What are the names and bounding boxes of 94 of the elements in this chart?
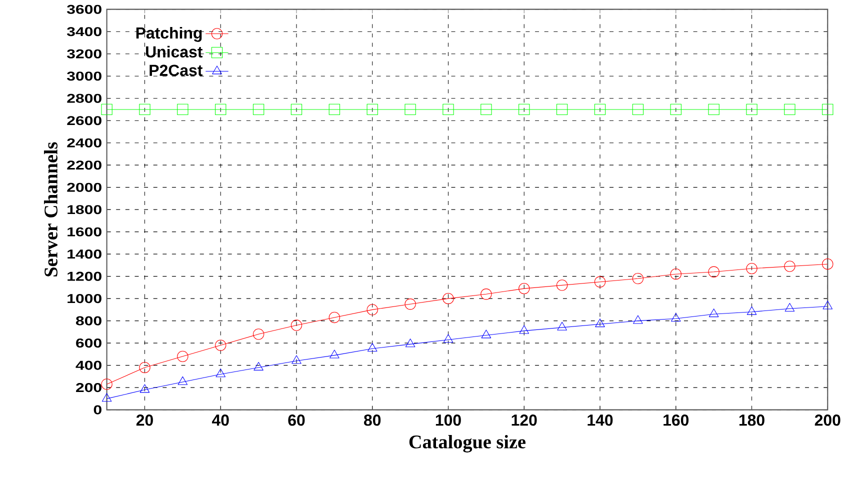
- point: [746, 262, 758, 274]
- point: [671, 312, 681, 322]
- y-tick-label: 2800: [67, 94, 102, 103]
- point: [784, 104, 796, 115]
- point: [290, 320, 302, 331]
- point: [519, 325, 529, 334]
- y-tick-label: 3600: [66, 4, 102, 14]
- point: [670, 104, 682, 115]
- y-tick-label: 3200: [66, 49, 102, 58]
- point: [784, 260, 796, 272]
- y-tick-label: 0: [94, 405, 102, 414]
- x-tick-label: 100: [436, 414, 461, 426]
- y-tick-label: 200: [76, 382, 102, 392]
- y-tick-label: 400: [76, 360, 102, 370]
- y-tick-label: 3000: [66, 71, 102, 80]
- point: [480, 104, 492, 115]
- x-tick-label: 120: [512, 414, 537, 426]
- point: [595, 318, 605, 327]
- point: [140, 384, 150, 393]
- x-tick-label: 20: [136, 414, 153, 426]
- y-tick-label: 2400: [67, 138, 102, 148]
- point: [518, 104, 530, 115]
- point: [177, 104, 188, 115]
- x-tick-label: 200: [814, 414, 840, 426]
- point: [822, 300, 833, 310]
- point: [328, 104, 340, 115]
- y-axis-title: Server Channels: [44, 142, 58, 276]
- point: [557, 322, 567, 330]
- x-tick-label: 180: [739, 414, 764, 426]
- x-tick-label: 140: [588, 414, 613, 426]
- point: [178, 376, 188, 385]
- point: [215, 104, 226, 115]
- point: [556, 104, 568, 115]
- y-tick-label: 600: [76, 338, 102, 348]
- y-tick-label: 3400: [66, 26, 102, 36]
- point: [254, 362, 264, 370]
- point: [330, 350, 340, 358]
- point: [328, 312, 340, 323]
- point: [101, 104, 112, 115]
- point: [443, 334, 454, 343]
- point: [822, 258, 834, 270]
- y-tick-label: 1800: [68, 204, 102, 214]
- point: [177, 350, 188, 362]
- legend-label: P2Cast: [150, 64, 203, 76]
- point: [366, 104, 378, 115]
- point: [404, 104, 416, 115]
- point: [708, 104, 720, 115]
- point: [670, 268, 682, 280]
- y-tick-label: 2600: [67, 116, 102, 125]
- y-tick-label: 1200: [68, 272, 102, 281]
- point: [292, 355, 302, 364]
- x-tick-label: 160: [664, 414, 689, 426]
- x-tick-label: 80: [364, 414, 381, 426]
- y-tick-label: 2000: [67, 182, 102, 192]
- y-tick-label: 1000: [68, 294, 102, 303]
- x-axis-title: Catalogue size: [409, 434, 526, 452]
- point: [139, 362, 150, 373]
- legend-label: Patching: [136, 26, 202, 42]
- point: [442, 292, 454, 304]
- point: [366, 304, 378, 316]
- point: [594, 104, 606, 115]
- y-tick-label: 1600: [68, 227, 102, 236]
- point: [101, 378, 112, 390]
- y-tick-label: 2200: [67, 160, 102, 170]
- point: [632, 272, 644, 284]
- legend-label: Unicast: [146, 46, 203, 58]
- point: [404, 298, 416, 310]
- point: [633, 315, 643, 324]
- x-tick-label: 60: [288, 414, 305, 426]
- point: [746, 104, 758, 115]
- point: [480, 288, 492, 300]
- point: [822, 104, 834, 115]
- x-tick-label: 40: [212, 414, 229, 426]
- point: [556, 280, 568, 291]
- point: [442, 104, 454, 115]
- point: [708, 266, 720, 278]
- point: [784, 302, 795, 312]
- point: [102, 392, 112, 402]
- point: [216, 368, 226, 378]
- point: [594, 276, 606, 288]
- point: [481, 330, 492, 338]
- point: [518, 282, 530, 294]
- y-tick-label: 800: [76, 316, 102, 326]
- point: [708, 308, 719, 317]
- point: [367, 342, 378, 352]
- point: [252, 104, 264, 115]
- point: [746, 306, 757, 315]
- y-tick-label: 1400: [68, 249, 102, 258]
- point: [252, 328, 264, 340]
- point: [290, 104, 302, 115]
- point: [405, 338, 416, 347]
- point: [139, 104, 150, 115]
- point: [215, 340, 226, 351]
- point: [632, 104, 644, 115]
